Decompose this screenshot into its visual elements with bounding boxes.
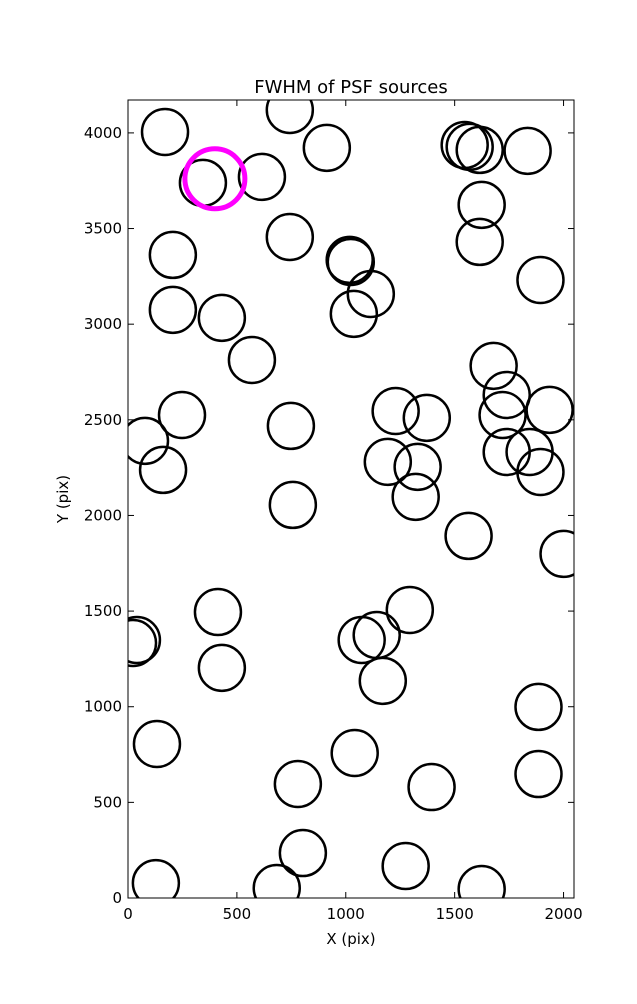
- x-tick-label: 0: [123, 905, 133, 923]
- source-marker: [346, 269, 396, 319]
- source-marker: [407, 762, 456, 812]
- x-tick-label: 500: [223, 905, 252, 923]
- source-marker: [330, 728, 379, 778]
- source-marker: [128, 416, 170, 466]
- source-marker: [455, 217, 504, 267]
- y-tick-label: 2500: [84, 411, 122, 429]
- source-marker: [457, 180, 506, 230]
- source-marker: [265, 100, 315, 135]
- source-marker: [391, 472, 440, 522]
- source-marker: [182, 146, 248, 212]
- source-marker: [381, 841, 430, 891]
- source-marker: [237, 152, 287, 202]
- source-marker: [132, 719, 182, 769]
- source-marker: [358, 656, 408, 706]
- source-marker: [197, 643, 247, 693]
- source-marker: [148, 285, 198, 335]
- source-marker: [302, 123, 352, 173]
- source-marker: [157, 390, 207, 440]
- source-marker: [252, 863, 301, 898]
- source-marker: [273, 759, 323, 809]
- source-marker: [393, 442, 442, 492]
- x-axis-label: X (pix): [326, 930, 375, 948]
- source-marker: [514, 749, 563, 799]
- y-tick-label: 3500: [84, 220, 122, 238]
- source-marker: [482, 370, 531, 420]
- source-marker: [363, 437, 413, 487]
- y-tick-label: 2000: [84, 506, 122, 524]
- source-marker: [131, 858, 181, 898]
- source-marker: [455, 125, 504, 175]
- source-marker: [128, 618, 158, 668]
- y-tick-label: 3000: [84, 315, 122, 333]
- source-marker: [402, 393, 452, 443]
- source-marker: [469, 341, 518, 391]
- plot-area: [128, 100, 574, 898]
- source-marker: [329, 289, 379, 339]
- x-tick-label: 1500: [436, 905, 474, 923]
- source-marker: [516, 447, 565, 497]
- source-marker: [138, 445, 188, 495]
- source-marker: [148, 230, 198, 280]
- plot-frame: [127, 99, 575, 899]
- source-marker: [503, 126, 552, 176]
- source-marker: [268, 480, 318, 530]
- x-tick-label: 2000: [544, 905, 582, 923]
- source-marker: [478, 390, 527, 440]
- source-marker: [371, 386, 420, 436]
- y-tick-label: 500: [93, 793, 122, 811]
- source-marker: [514, 682, 563, 732]
- source-marker: [278, 828, 328, 878]
- source-marker: [516, 255, 565, 305]
- y-tick-label: 1500: [84, 602, 122, 620]
- source-marker: [128, 615, 162, 665]
- y-tick-label: 1000: [84, 698, 122, 716]
- source-marker: [385, 585, 435, 635]
- source-marker: [457, 864, 506, 898]
- source-marker: [525, 385, 574, 435]
- x-tick-label: 1000: [327, 905, 365, 923]
- source-marker: [539, 529, 574, 579]
- y-axis-label: Y (pix): [54, 475, 72, 524]
- source-marker: [444, 511, 493, 561]
- source-marker: [140, 107, 190, 157]
- source-marker: [193, 587, 243, 637]
- source-marker: [266, 401, 316, 451]
- y-tick-label: 4000: [84, 124, 122, 142]
- source-marker: [227, 335, 277, 385]
- y-tick-label: 0: [112, 889, 122, 907]
- source-marker: [197, 293, 247, 343]
- chart-title: FWHM of PSF sources: [254, 77, 448, 98]
- source-marker: [265, 212, 315, 262]
